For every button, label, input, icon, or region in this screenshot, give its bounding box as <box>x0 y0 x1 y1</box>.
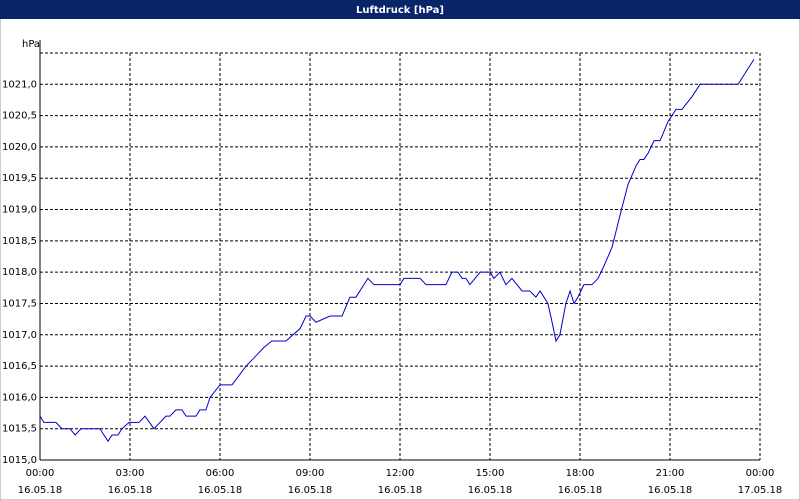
y-tick-label: 1015,5 <box>2 424 37 435</box>
y-tick-label: 1020,0 <box>2 142 37 153</box>
x-tick-label: 00:00 16.05.18 <box>18 468 63 496</box>
y-tick-label: 1018,0 <box>2 267 37 278</box>
y-tick-label: 1019,0 <box>2 205 37 216</box>
y-tick-label: 1020,5 <box>2 111 37 122</box>
x-tick-label: 03:00 16.05.18 <box>108 468 153 496</box>
y-tick-label: 1019,5 <box>2 173 37 184</box>
x-tick-label: 06:00 16.05.18 <box>198 468 243 496</box>
y-axis-label: hPa <box>22 39 40 50</box>
y-tick-label: 1016,5 <box>2 361 37 372</box>
y-tick-label: 1015,0 <box>2 455 37 466</box>
y-tick-label: 1016,0 <box>2 392 37 403</box>
data-line <box>39 58 755 443</box>
y-tick-label: 1017,5 <box>2 298 37 309</box>
chart-title: Luftdruck [hPa] <box>356 5 444 16</box>
y-tick-label: 1018,5 <box>2 236 37 247</box>
y-tick-label: 1021,0 <box>2 79 37 90</box>
x-tick-label: 12:00 16.05.18 <box>378 468 423 496</box>
x-tick-label: 15:00 16.05.18 <box>468 468 513 496</box>
x-tick-label: 00:00 17.05.18 <box>738 468 783 496</box>
title-bar <box>0 0 800 19</box>
x-tick-label: 21:00 16.05.18 <box>648 468 693 496</box>
y-tick-label: 1017,0 <box>2 330 37 341</box>
x-tick-label: 09:00 16.05.18 <box>288 468 333 496</box>
x-tick-label: 18:00 16.05.18 <box>558 468 603 496</box>
